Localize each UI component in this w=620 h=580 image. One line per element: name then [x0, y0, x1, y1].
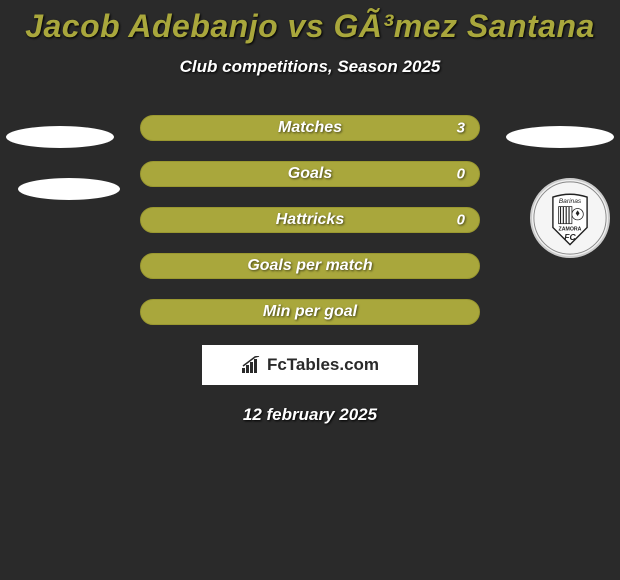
stat-label: Goals — [288, 165, 332, 183]
stat-value-right: 0 — [457, 166, 465, 183]
stat-bar-goals: Goals 0 — [140, 161, 480, 187]
stat-row: Goals per match — [0, 253, 620, 279]
watermark-text: FcTables.com — [267, 355, 379, 375]
stat-bar-min-per-goal: Min per goal — [140, 299, 480, 325]
footer-date: 12 february 2025 — [0, 405, 620, 425]
stat-bar-matches: Matches 3 — [140, 115, 480, 141]
stat-value-right: 0 — [457, 212, 465, 229]
stat-bar-hattricks: Hattricks 0 — [140, 207, 480, 233]
watermark-box: FcTables.com — [202, 345, 418, 385]
chart-icon — [241, 356, 263, 374]
stat-bar-goals-per-match: Goals per match — [140, 253, 480, 279]
stats-area: Matches 3 Goals 0 Hattricks 0 Goals per … — [0, 115, 620, 325]
watermark: FcTables.com — [241, 355, 379, 375]
stat-row: Goals 0 — [0, 161, 620, 187]
stat-label: Hattricks — [276, 211, 344, 229]
stat-label: Goals per match — [247, 257, 372, 275]
stat-row: Hattricks 0 — [0, 207, 620, 233]
stat-row: Min per goal — [0, 299, 620, 325]
stat-label: Matches — [278, 119, 342, 137]
page-subtitle: Club competitions, Season 2025 — [0, 45, 620, 77]
page-title: Jacob Adebanjo vs GÃ³mez Santana — [0, 0, 620, 45]
stat-label: Min per goal — [263, 303, 357, 321]
stat-value-right: 3 — [457, 120, 465, 137]
stat-row: Matches 3 — [0, 115, 620, 141]
